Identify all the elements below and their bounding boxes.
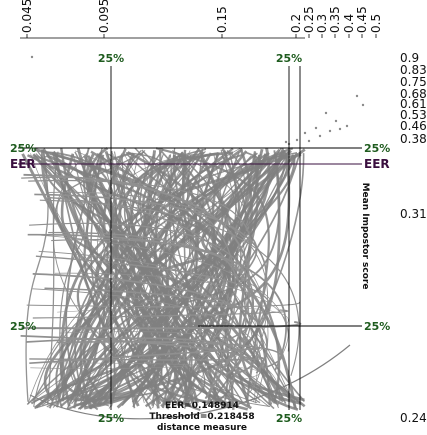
right-tick-label: 0.83 (400, 63, 427, 77)
outlier-point (345, 124, 349, 128)
connection-curve (69, 153, 140, 403)
connection-curve (76, 147, 234, 406)
right-axis-title: Mean Impostor score (360, 183, 370, 290)
eer-label-right: EER (364, 157, 390, 171)
connection-curve (88, 153, 259, 406)
connection-curve (26, 301, 300, 308)
outlier-point (284, 140, 288, 144)
connection-curve (27, 155, 254, 404)
top-tick-label: 0.2 (289, 14, 303, 33)
bottom-quartile-label-right: 25% (276, 412, 302, 425)
left-quartile-label-lower: 25% (10, 320, 36, 333)
threshold-value-text: Threshold=0.218458 (149, 412, 254, 422)
outlier-point (307, 139, 311, 143)
left-quartile-label-upper: 25% (10, 142, 36, 155)
outlier-point (338, 127, 342, 131)
connection-curve (109, 153, 220, 408)
connection-curve (48, 151, 188, 408)
connection-curve (25, 153, 49, 402)
outlier-point (355, 94, 359, 98)
right-quartile-label-upper: 25% (364, 142, 390, 155)
outlier-point (324, 111, 328, 115)
top-tick-label: 0.045 (20, 0, 34, 33)
eer-label-left: EER (10, 157, 36, 171)
right-quartile-label-lower: 25% (364, 320, 390, 333)
right-axis-ticks: 0.90.830.750.680.610.530.460.38 0.31 0.24 (400, 51, 427, 425)
bottom-quartile-label-left: 25% (98, 412, 124, 425)
connection-curve (29, 344, 351, 420)
connection-curve (57, 306, 289, 327)
outlier-point (361, 103, 365, 107)
connection-curve (26, 153, 229, 406)
right-tick-label: 0.38 (400, 132, 427, 146)
top-quartile-label-right: 25% (276, 52, 302, 65)
connection-curve (59, 331, 242, 371)
connection-curve (27, 233, 287, 371)
top-tick-label: 0.5 (369, 14, 383, 33)
connection-curve (39, 199, 300, 376)
connection-curve (56, 151, 168, 407)
connection-curve (51, 151, 178, 404)
outlier-points (30, 55, 365, 146)
top-tick-label: 0.4 (342, 14, 356, 33)
outlier-point (318, 134, 322, 138)
outlier-point (328, 129, 332, 133)
top-tick-label: 0.35 (328, 6, 342, 33)
outlier-point (295, 138, 299, 142)
connection-curve (29, 347, 261, 365)
eer-value-text: EER=0.148914 (165, 401, 239, 411)
connection-curve (34, 193, 268, 322)
top-tick-label: 0.25 (302, 6, 316, 33)
connection-curve (21, 176, 237, 398)
connection-curve (34, 154, 278, 403)
connection-curve (106, 152, 203, 403)
connection-curve (143, 152, 298, 404)
connection-curve (32, 288, 262, 394)
connection-curve (52, 152, 271, 407)
connection-curve (75, 154, 281, 407)
top-tick-label: 0.45 (355, 6, 369, 33)
connection-curve (59, 148, 201, 407)
connection-curve (38, 250, 235, 360)
outlier-point (334, 119, 338, 123)
outlier-point (303, 131, 307, 135)
connection-curve (60, 148, 285, 408)
connection-curves (20, 146, 351, 420)
connection-curve (54, 272, 289, 361)
right-tick-label: 0.9 (400, 51, 419, 65)
top-tick-label: 0.15 (215, 6, 229, 33)
top-tick-label: 0.095 (97, 0, 111, 33)
connection-curve (28, 179, 252, 305)
connection-curve (57, 341, 283, 369)
right-tick-label: 0.31 (400, 207, 427, 221)
connection-curve (45, 154, 117, 403)
right-tick-label: 0.61 (400, 97, 427, 111)
top-axis-ticks: 0.045 0.095 0.15 0.2 0.25 0.3 0.35 0.4 0.45 0.5 (20, 0, 383, 38)
connection-curve (51, 239, 246, 348)
connection-curve (47, 151, 206, 404)
connection-curve (35, 255, 271, 320)
connection-curve (20, 335, 253, 376)
right-tick-label: 0.46 (400, 119, 427, 133)
right-tick-label: 0.68 (400, 87, 427, 101)
connection-curve (30, 323, 264, 369)
right-tick-label: 0.24 (400, 411, 427, 425)
distance-measure-label: distance measure (157, 423, 247, 433)
connection-curve (48, 191, 269, 366)
top-tick-label: 0.3 (315, 14, 329, 33)
top-quartile-label-left: 25% (98, 52, 124, 65)
outlier-point (314, 126, 318, 130)
connection-curve (71, 152, 164, 405)
right-tick-label: 0.75 (400, 75, 427, 89)
connection-curve (32, 273, 268, 374)
outlier-point (30, 55, 34, 59)
connection-curve (53, 150, 158, 410)
right-tick-label: 0.53 (400, 108, 427, 122)
connection-curve (32, 309, 289, 319)
connection-curve (53, 362, 261, 380)
